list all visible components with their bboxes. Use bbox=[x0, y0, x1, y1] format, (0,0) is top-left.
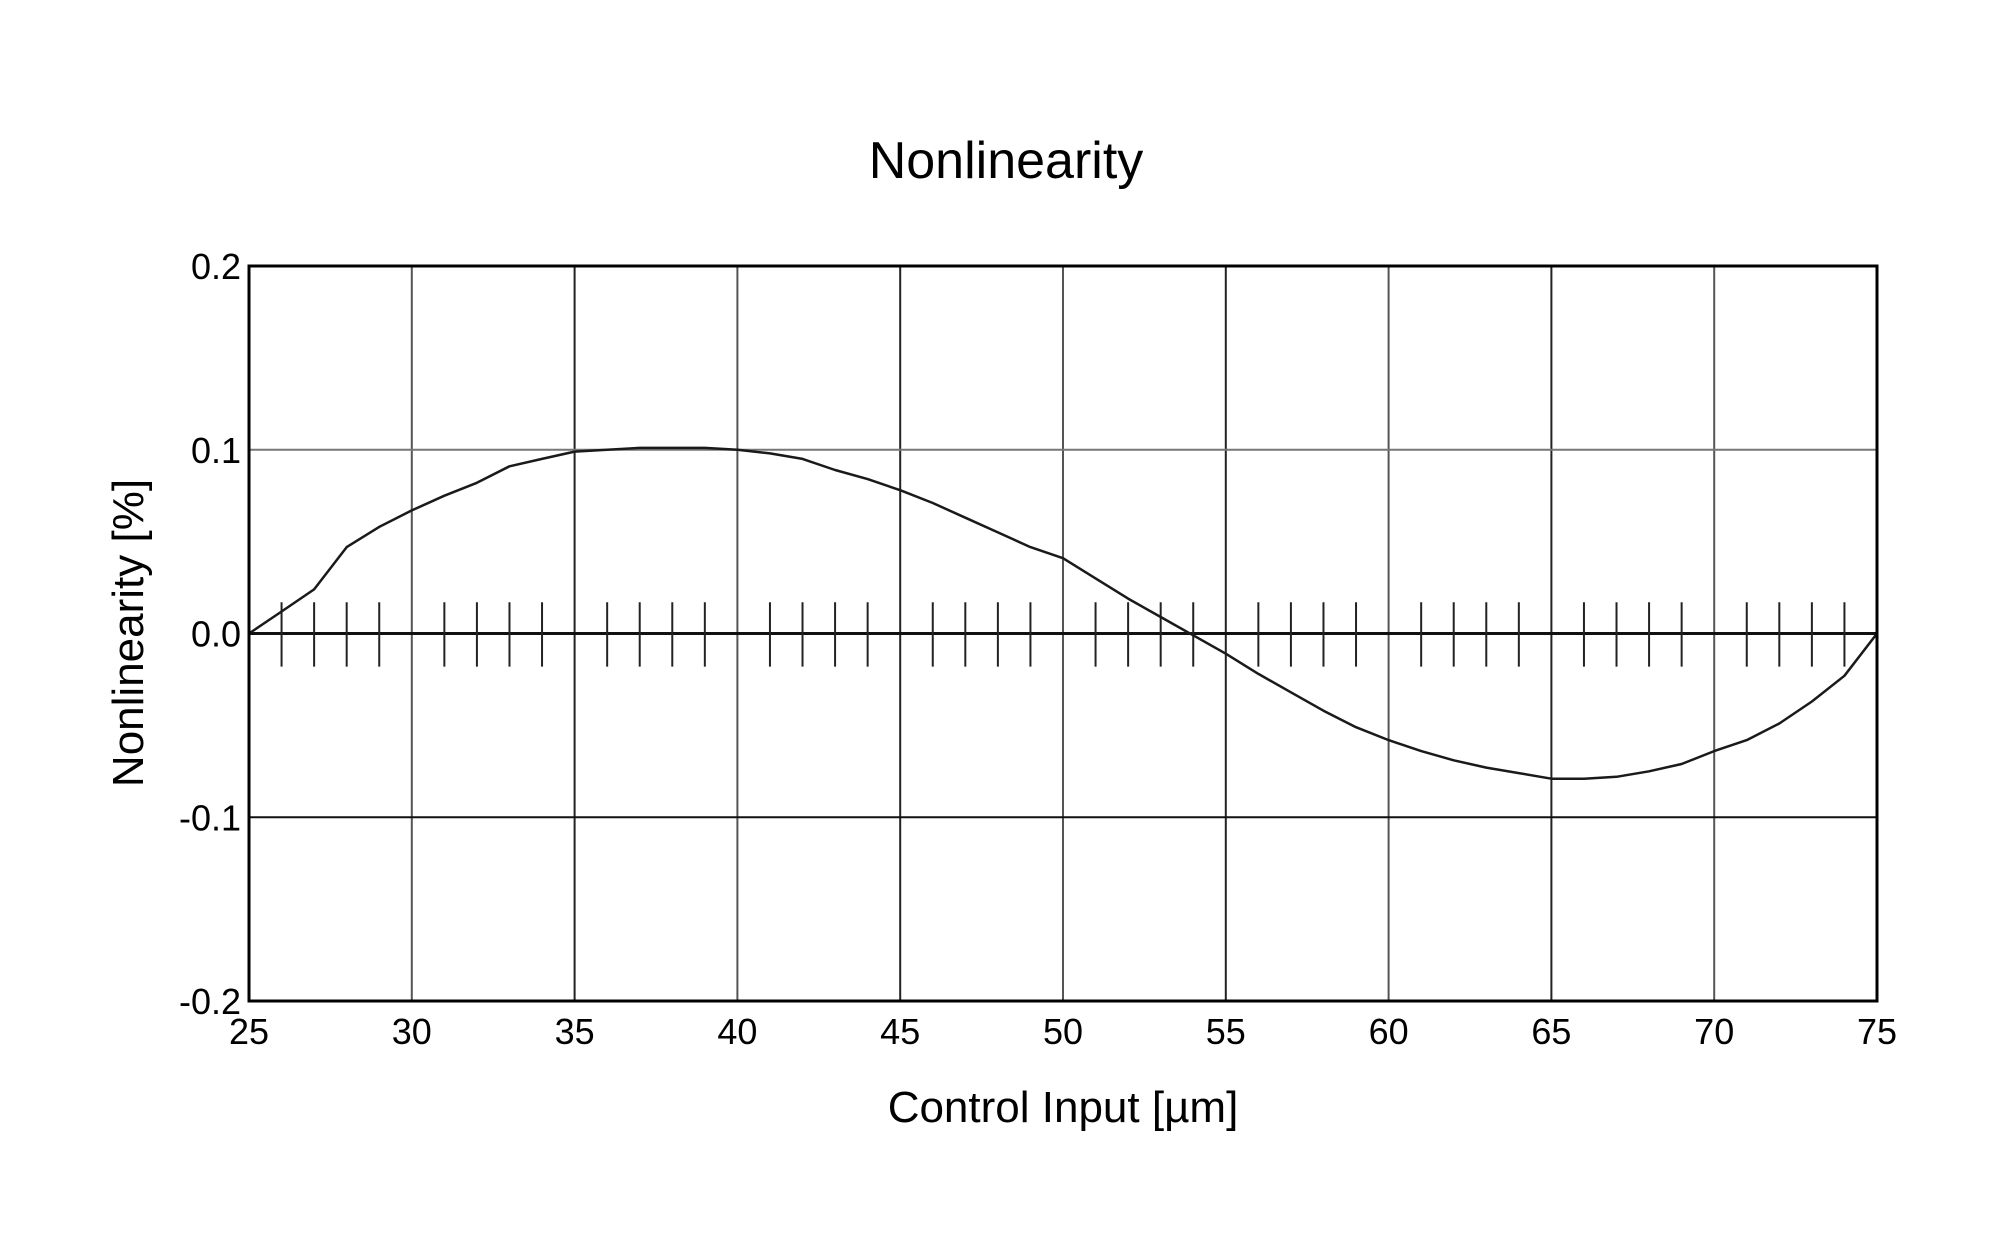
y-axis-label: Nonlinearity [%] bbox=[104, 479, 153, 787]
y-tick-label: -0.2 bbox=[179, 981, 241, 1022]
y-tick-label: 0.0 bbox=[191, 614, 241, 655]
x-tick-label: 75 bbox=[1857, 1011, 1897, 1052]
x-tick-label: 70 bbox=[1694, 1011, 1734, 1052]
x-tick-label: 25 bbox=[229, 1011, 269, 1052]
plot-frame bbox=[247, 264, 1879, 1003]
x-tick-label: 60 bbox=[1369, 1011, 1409, 1052]
x-tick-label: 45 bbox=[880, 1011, 920, 1052]
nonlinearity-line bbox=[248, 446, 1878, 780]
x-tick-label: 30 bbox=[392, 1011, 432, 1052]
x-axis-label: Control Input [µm] bbox=[888, 1083, 1239, 1132]
y-tick-label: 0.2 bbox=[191, 246, 241, 287]
y-tick-label: 0.1 bbox=[191, 430, 241, 471]
x-tick-label: 55 bbox=[1206, 1011, 1246, 1052]
x-tick-label: 40 bbox=[717, 1011, 757, 1052]
x-tick-label: 35 bbox=[555, 1011, 595, 1052]
x-tick-label: 50 bbox=[1043, 1011, 1083, 1052]
x-tick-label: 65 bbox=[1531, 1011, 1571, 1052]
chart-title: Nonlinearity bbox=[869, 132, 1144, 190]
y-tick-label: -0.1 bbox=[179, 797, 241, 838]
